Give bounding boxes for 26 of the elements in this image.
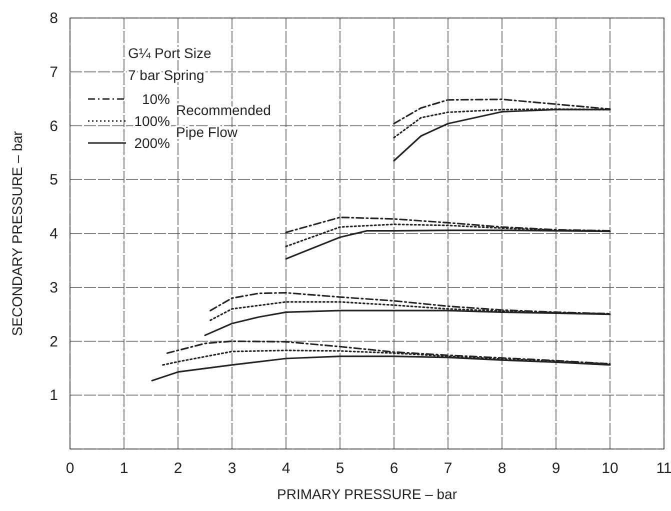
x-tick-label: 10 xyxy=(602,460,618,477)
x-axis-title: PRIMARY PRESSURE – bar xyxy=(277,486,458,502)
y-tick-label: 3 xyxy=(50,279,58,296)
x-tick-label: 1 xyxy=(120,460,128,477)
y-tick-label: 4 xyxy=(50,226,58,242)
y-tick-label: 8 xyxy=(50,10,58,27)
x-tick-label: 11 xyxy=(656,460,671,477)
annotation: 7 bar Spring xyxy=(128,67,204,83)
x-tick-label: 9 xyxy=(552,460,560,477)
x-tick-label: 5 xyxy=(336,460,344,477)
y-tick-label: 7 xyxy=(50,64,58,81)
x-tick-label: 2 xyxy=(174,460,182,477)
legend-label: 200% xyxy=(134,135,170,151)
x-tick-label: 3 xyxy=(228,460,236,477)
x-tick-label: 4 xyxy=(282,460,290,477)
legend-label: 10% xyxy=(142,91,170,107)
legend-label: 100% xyxy=(134,113,170,129)
x-tick-label: 0 xyxy=(66,460,74,477)
y-tick-label: 1 xyxy=(50,387,58,404)
x-tick-label: 8 xyxy=(498,460,506,477)
y-axis-title: SECONDARY PRESSURE – bar xyxy=(9,130,25,336)
y-tick-label: 2 xyxy=(50,333,58,350)
x-tick-label: 7 xyxy=(444,460,452,477)
y-tick-label: 5 xyxy=(50,172,58,189)
y-tick-label: 6 xyxy=(50,118,58,135)
x-tick-label: 6 xyxy=(390,460,398,477)
